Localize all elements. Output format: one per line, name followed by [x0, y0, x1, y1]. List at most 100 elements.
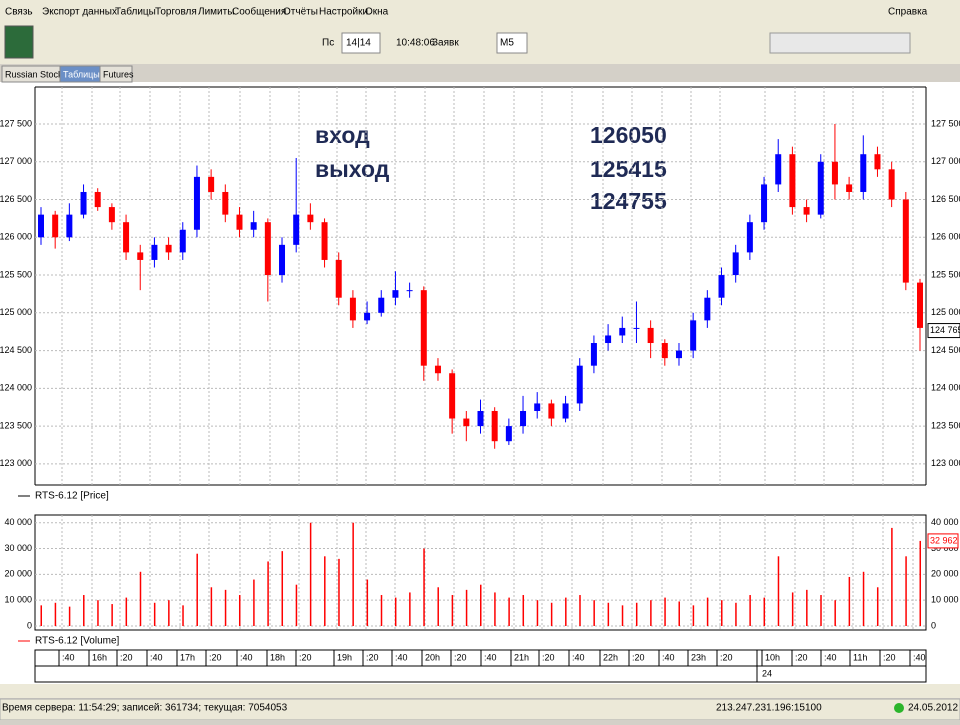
volume-bar — [224, 589, 227, 626]
candle-body — [208, 176, 215, 192]
candle-body — [491, 410, 498, 442]
help-menu[interactable]: Справка — [888, 7, 928, 18]
time-label: :20 — [120, 652, 133, 662]
candle-body — [548, 403, 555, 419]
volume-bar — [678, 601, 680, 626]
y-tick-label: 123 000 — [931, 458, 960, 468]
candle-body — [619, 327, 626, 336]
volume-bar — [834, 600, 836, 626]
y-tick-label: 123 500 — [0, 420, 32, 430]
period-select[interactable] — [496, 32, 528, 54]
y-tick-label: 125 000 — [931, 307, 960, 317]
volume-bar — [565, 597, 567, 626]
candle-body — [902, 199, 909, 283]
time-label: 22h — [603, 652, 618, 662]
volume-bar — [777, 556, 780, 626]
candle-body — [605, 335, 612, 344]
search-box[interactable] — [769, 32, 911, 54]
date-label: 24 — [762, 668, 772, 678]
candle-body — [151, 244, 158, 260]
candle-body — [449, 373, 456, 419]
candle-body — [321, 222, 328, 260]
candle-body — [94, 191, 101, 208]
time-label: :40 — [62, 652, 75, 662]
candle-body — [831, 161, 838, 185]
candle-body — [860, 154, 867, 192]
time-label: :40 — [913, 652, 926, 662]
menu-item[interactable]: Отчёты — [283, 7, 318, 18]
volume-bar — [380, 595, 383, 626]
volume-bar — [891, 527, 893, 626]
time-label: 18h — [270, 652, 285, 662]
volume-bar — [125, 597, 128, 626]
volume-bar — [394, 597, 397, 626]
volume-bar — [593, 600, 595, 626]
app-icon — [4, 25, 34, 59]
candle-body — [250, 222, 257, 230]
y-tick-label: 126 000 — [931, 232, 960, 242]
time-label: :20 — [720, 652, 733, 662]
y-tick-label: 124 500 — [931, 345, 960, 355]
server-status: Время сервера: 11:54:29; записей: 361734… — [2, 703, 288, 714]
toolbar-button[interactable]: Пс — [322, 38, 334, 49]
time-label: :20 — [795, 652, 808, 662]
candle-body — [193, 176, 200, 230]
time-label: :20 — [454, 652, 467, 662]
menu-item[interactable]: Таблицы — [115, 6, 156, 18]
candle-body — [179, 229, 186, 253]
candle-body — [123, 222, 130, 253]
volume-bar — [749, 595, 751, 626]
candle-body — [633, 327, 640, 329]
tab-label: Russian Stocks — [5, 69, 68, 79]
volume-bar — [876, 587, 879, 626]
tab-bar — [0, 64, 960, 82]
menu-item[interactable]: Экспорт данных — [42, 7, 117, 18]
volume-bar — [692, 605, 695, 626]
menu-bar — [0, 0, 960, 22]
tab-label: Futures — [103, 69, 134, 79]
volume-bar — [352, 522, 354, 626]
menu-item[interactable]: Связь — [5, 7, 33, 18]
candle-body — [732, 252, 739, 276]
level: 126050 — [590, 122, 667, 148]
volume-legend: RTS-6.12 [Volume] — [35, 636, 120, 647]
candle-body — [746, 222, 753, 253]
menu-item[interactable]: Окна — [365, 7, 389, 18]
time-label: :40 — [395, 652, 408, 662]
price-legend: RTS-6.12 [Price] — [35, 491, 109, 502]
candle-body — [137, 252, 144, 260]
y-tick-label: 0 — [27, 620, 32, 630]
candle-body — [789, 154, 796, 208]
time-label: :40 — [824, 652, 837, 662]
y-tick-label: 0 — [931, 620, 936, 630]
volume-bar — [54, 602, 57, 626]
candle-body — [335, 259, 342, 298]
volume-bar — [97, 600, 99, 626]
candle-body — [108, 207, 115, 223]
candle-body — [236, 214, 243, 230]
y-tick-label: 125 000 — [0, 307, 32, 317]
volume-bar — [253, 579, 255, 626]
candle-body — [307, 214, 314, 223]
exit-label: выход — [315, 156, 390, 182]
y-tick-label: 126 000 — [0, 232, 32, 242]
menu-item[interactable]: Сообщения — [232, 6, 286, 18]
tab[interactable] — [99, 65, 133, 83]
candle-body — [279, 244, 286, 276]
candle-body — [690, 320, 697, 351]
menu-item[interactable]: Торговля — [155, 7, 197, 18]
volume-bar — [706, 597, 709, 626]
volume-bar — [862, 571, 865, 626]
time-label: 19h — [337, 652, 352, 662]
candle-body — [38, 214, 44, 238]
menu-item[interactable]: Настройки — [319, 7, 368, 18]
volume-bar — [721, 600, 723, 626]
volume-bar — [763, 597, 766, 626]
menu-item[interactable]: Лимиты — [198, 7, 234, 18]
orders-button[interactable]: Заявк — [432, 38, 459, 49]
candle-body — [888, 169, 895, 200]
volume-bar — [267, 561, 269, 626]
count: 14|14 — [346, 38, 371, 49]
scrollbar[interactable] — [0, 684, 960, 698]
